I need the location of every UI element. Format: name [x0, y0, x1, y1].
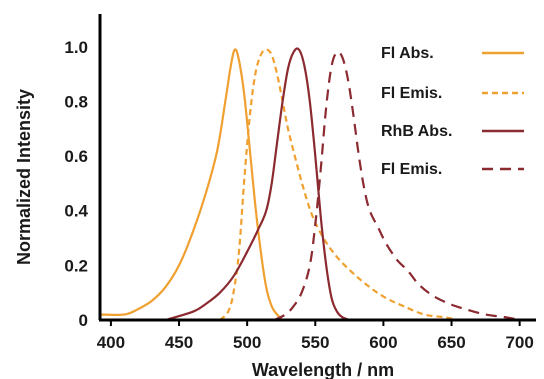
x-tick-label: 450 [165, 333, 193, 352]
x-tick-label: 500 [233, 333, 261, 352]
x-tick-label: 700 [505, 333, 533, 352]
x-tick-label: 600 [369, 333, 397, 352]
y-axis-title: Normalized Intensity [14, 89, 34, 265]
series-line-1 [99, 48, 284, 321]
legend-label-4: Fl Emis. [381, 161, 442, 178]
series-line-2 [219, 48, 459, 322]
y-tick-label: 0.6 [64, 147, 88, 166]
series-line-4 [273, 50, 520, 322]
legend-label-2: Fl Emis. [381, 85, 442, 102]
y-tick-label: 1.0 [64, 38, 88, 57]
x-tick-label: 400 [97, 333, 125, 352]
x-tick-label: 650 [437, 333, 465, 352]
y-tick-label: 0 [79, 311, 88, 330]
x-tick-label: 550 [301, 333, 329, 352]
x-axis-title: Wavelength / nm [252, 360, 394, 379]
series-line-3 [165, 47, 350, 322]
y-tick-label: 0.8 [64, 92, 88, 111]
y-tick-label: 0.4 [64, 202, 88, 221]
y-tick-label: 0.2 [64, 256, 88, 275]
legend: Fl Abs. Fl Emis. RhB Abs. Fl Emis. [381, 45, 524, 178]
legend-label-3: RhB Abs. [381, 123, 452, 140]
legend-label-1: Fl Abs. [381, 45, 434, 62]
